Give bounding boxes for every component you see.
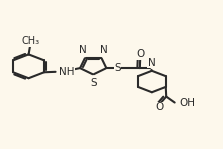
Text: N: N xyxy=(148,58,155,68)
Text: O: O xyxy=(136,49,144,59)
Text: O: O xyxy=(155,102,164,112)
Text: N: N xyxy=(78,45,86,55)
Text: OH: OH xyxy=(179,98,195,108)
Text: S: S xyxy=(90,78,97,88)
Text: NH: NH xyxy=(59,67,74,77)
Text: S: S xyxy=(114,63,121,73)
Text: N: N xyxy=(100,45,108,55)
Text: CH₃: CH₃ xyxy=(21,36,39,46)
